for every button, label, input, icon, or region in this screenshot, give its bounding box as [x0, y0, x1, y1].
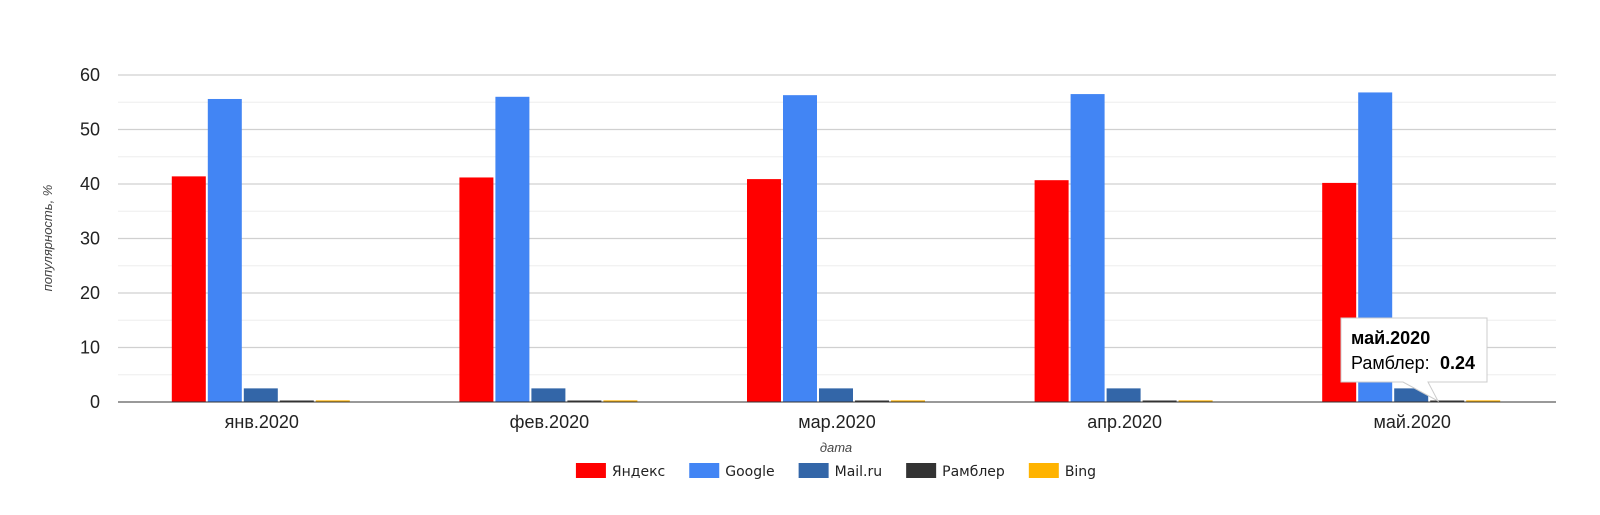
- bar[interactable]: [1106, 388, 1141, 402]
- legend-swatch: [906, 463, 937, 478]
- legend-item[interactable]: Google: [689, 463, 775, 480]
- bar[interactable]: [1034, 180, 1069, 402]
- bar[interactable]: [819, 388, 853, 402]
- x-tick-label: фев.2020: [510, 412, 589, 432]
- bar[interactable]: [783, 95, 817, 402]
- legend-label: Яндекс: [612, 464, 665, 480]
- y-tick-label: 0: [90, 392, 100, 412]
- bar[interactable]: [243, 388, 278, 402]
- legend-swatch: [1028, 463, 1059, 478]
- legend-item[interactable]: Mail.ru: [798, 463, 883, 480]
- y-axis-title: популярность, %: [40, 185, 55, 292]
- bar[interactable]: [531, 388, 566, 402]
- bar[interactable]: [1394, 388, 1429, 402]
- bar[interactable]: [567, 400, 602, 403]
- legend-label: Рамблер: [942, 464, 1005, 480]
- tooltip: май.2020 Рамблер: 0.24: [1340, 317, 1488, 403]
- legend-swatch: [689, 463, 720, 478]
- bar[interactable]: [207, 98, 242, 402]
- bar[interactable]: [1466, 400, 1501, 402]
- bar[interactable]: [603, 400, 638, 402]
- x-tick-label: апр.2020: [1087, 412, 1162, 432]
- bar[interactable]: [171, 176, 206, 402]
- legend-swatch: [575, 463, 606, 478]
- legend-label: Bing: [1065, 464, 1096, 480]
- bar[interactable]: [1430, 400, 1465, 403]
- x-tick-label: янв.2020: [225, 412, 299, 432]
- tooltip-label: Рамблер:: [1351, 353, 1430, 373]
- legend: Яндекс Google Mail.ru Рамблер Bing: [575, 463, 1096, 480]
- y-tick-label: 60: [80, 65, 100, 85]
- legend-label: Google: [725, 464, 774, 480]
- y-tick-label: 10: [80, 338, 100, 358]
- bar[interactable]: [279, 400, 314, 403]
- tooltip-box: [1340, 317, 1488, 403]
- gridlines: [118, 74, 1556, 376]
- y-axis-ticks: 0 10 20 30 40 50 60: [80, 65, 100, 412]
- x-axis-ticks: янв.2020 фев.2020 мар.2020 апр.2020 май.2020: [225, 412, 1451, 432]
- x-axis-title: дата: [820, 440, 852, 455]
- y-tick-label: 50: [80, 120, 100, 140]
- bar[interactable]: [891, 400, 925, 402]
- bar[interactable]: [1142, 400, 1177, 403]
- bar[interactable]: [1070, 94, 1105, 402]
- y-tick-label: 40: [80, 174, 100, 194]
- bar[interactable]: [315, 400, 350, 402]
- bar[interactable]: [495, 96, 530, 403]
- tooltip-title: май.2020: [1351, 328, 1430, 348]
- x-tick-label: май.2020: [1373, 412, 1450, 432]
- legend-label: Mail.ru: [835, 464, 883, 480]
- tooltip-value: 0.24: [1440, 353, 1475, 373]
- bar[interactable]: [747, 179, 781, 402]
- y-tick-label: 20: [80, 283, 100, 303]
- bar[interactable]: [1178, 400, 1213, 402]
- bar[interactable]: [855, 400, 889, 403]
- legend-item[interactable]: Рамблер: [906, 463, 1005, 480]
- bars: [171, 92, 1501, 403]
- legend-item[interactable]: Bing: [1028, 463, 1096, 480]
- bar[interactable]: [459, 177, 494, 402]
- x-tick-label: мар.2020: [798, 412, 875, 432]
- legend-item[interactable]: Яндекс: [575, 463, 665, 480]
- legend-swatch: [798, 463, 829, 478]
- y-tick-label: 30: [80, 229, 100, 249]
